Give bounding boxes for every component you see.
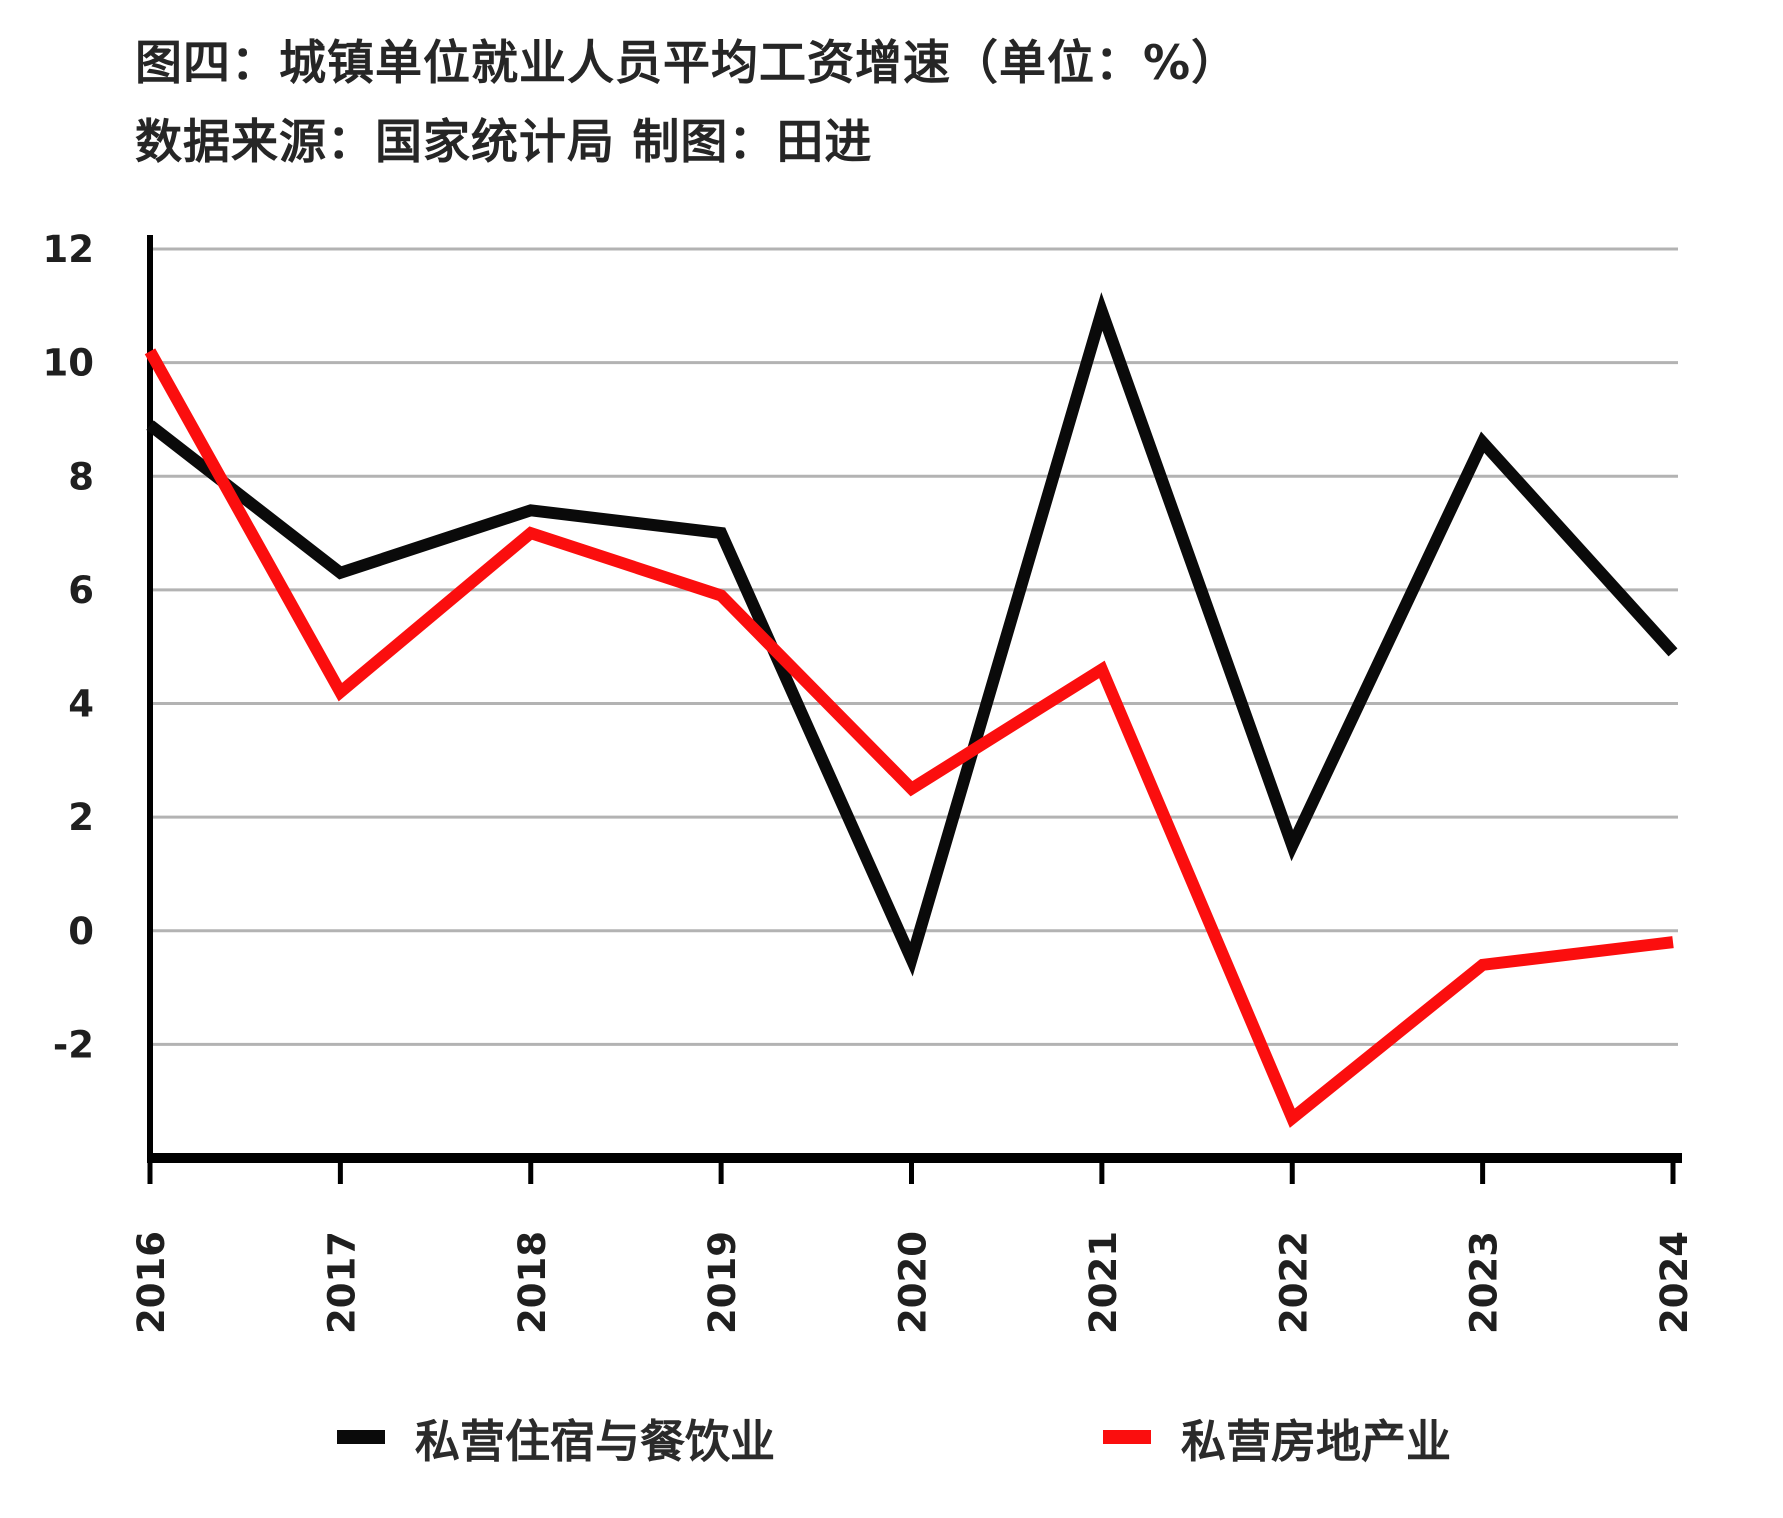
y-tick-label: 12	[43, 228, 95, 271]
y-tick-label: 10	[43, 342, 95, 385]
x-tick-label: 2017	[320, 1231, 363, 1334]
red-line-swatch-icon	[1103, 1430, 1151, 1444]
legend: 私营住宿与餐饮业 私营房地产业	[0, 1402, 1783, 1492]
black-line-swatch-icon	[337, 1430, 385, 1444]
legend-item-private-hospitality: 私营住宿与餐饮业	[337, 1402, 775, 1472]
x-tick-label: 2024	[1653, 1231, 1696, 1334]
chart-title: 图四：城镇单位就业人员平均工资增速（单位：%）	[135, 36, 1240, 91]
x-tick-label: 2022	[1272, 1231, 1315, 1334]
chart-source-line: 数据来源：国家统计局 制图：田进	[135, 115, 873, 170]
legend-label-private-realestate: 私营房地产业	[1181, 1414, 1452, 1468]
x-tick-label: 2019	[701, 1231, 744, 1334]
y-tick-label: 2	[68, 796, 94, 839]
legend-label-private-hospitality: 私营住宿与餐饮业	[415, 1414, 776, 1468]
x-tick-label: 2018	[511, 1231, 554, 1334]
x-tick-label: 2020	[892, 1231, 935, 1334]
title-block: 图四：城镇单位就业人员平均工资增速（单位：%） 数据来源：国家统计局 制图：田进	[135, 24, 1635, 182]
legend-item-private-realestate: 私营房地产业	[1103, 1402, 1451, 1472]
x-tick-label: 2021	[1082, 1231, 1125, 1334]
y-tick-label: 4	[68, 683, 94, 726]
y-tick-label: 8	[68, 455, 94, 498]
y-tick-label: 0	[68, 910, 94, 953]
y-tick-label: 6	[68, 569, 94, 612]
series-line-1	[144, 348, 1674, 1128]
x-tick-label: 2023	[1463, 1231, 1506, 1334]
series-line-0	[146, 292, 1678, 977]
y-tick-label: -2	[53, 1023, 94, 1066]
x-tick-label: 2016	[130, 1231, 173, 1334]
